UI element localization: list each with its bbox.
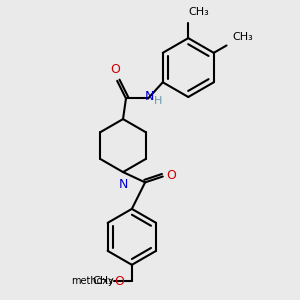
Text: CH₃: CH₃: [92, 276, 113, 286]
Text: methoxy: methoxy: [71, 276, 114, 286]
Text: H: H: [154, 96, 163, 106]
Text: N: N: [145, 91, 154, 103]
Text: N: N: [118, 178, 128, 191]
Text: CH₃: CH₃: [188, 7, 209, 17]
Text: O: O: [110, 63, 120, 76]
Text: O: O: [166, 169, 176, 182]
Text: O: O: [115, 274, 124, 287]
Text: CH₃: CH₃: [232, 32, 253, 42]
